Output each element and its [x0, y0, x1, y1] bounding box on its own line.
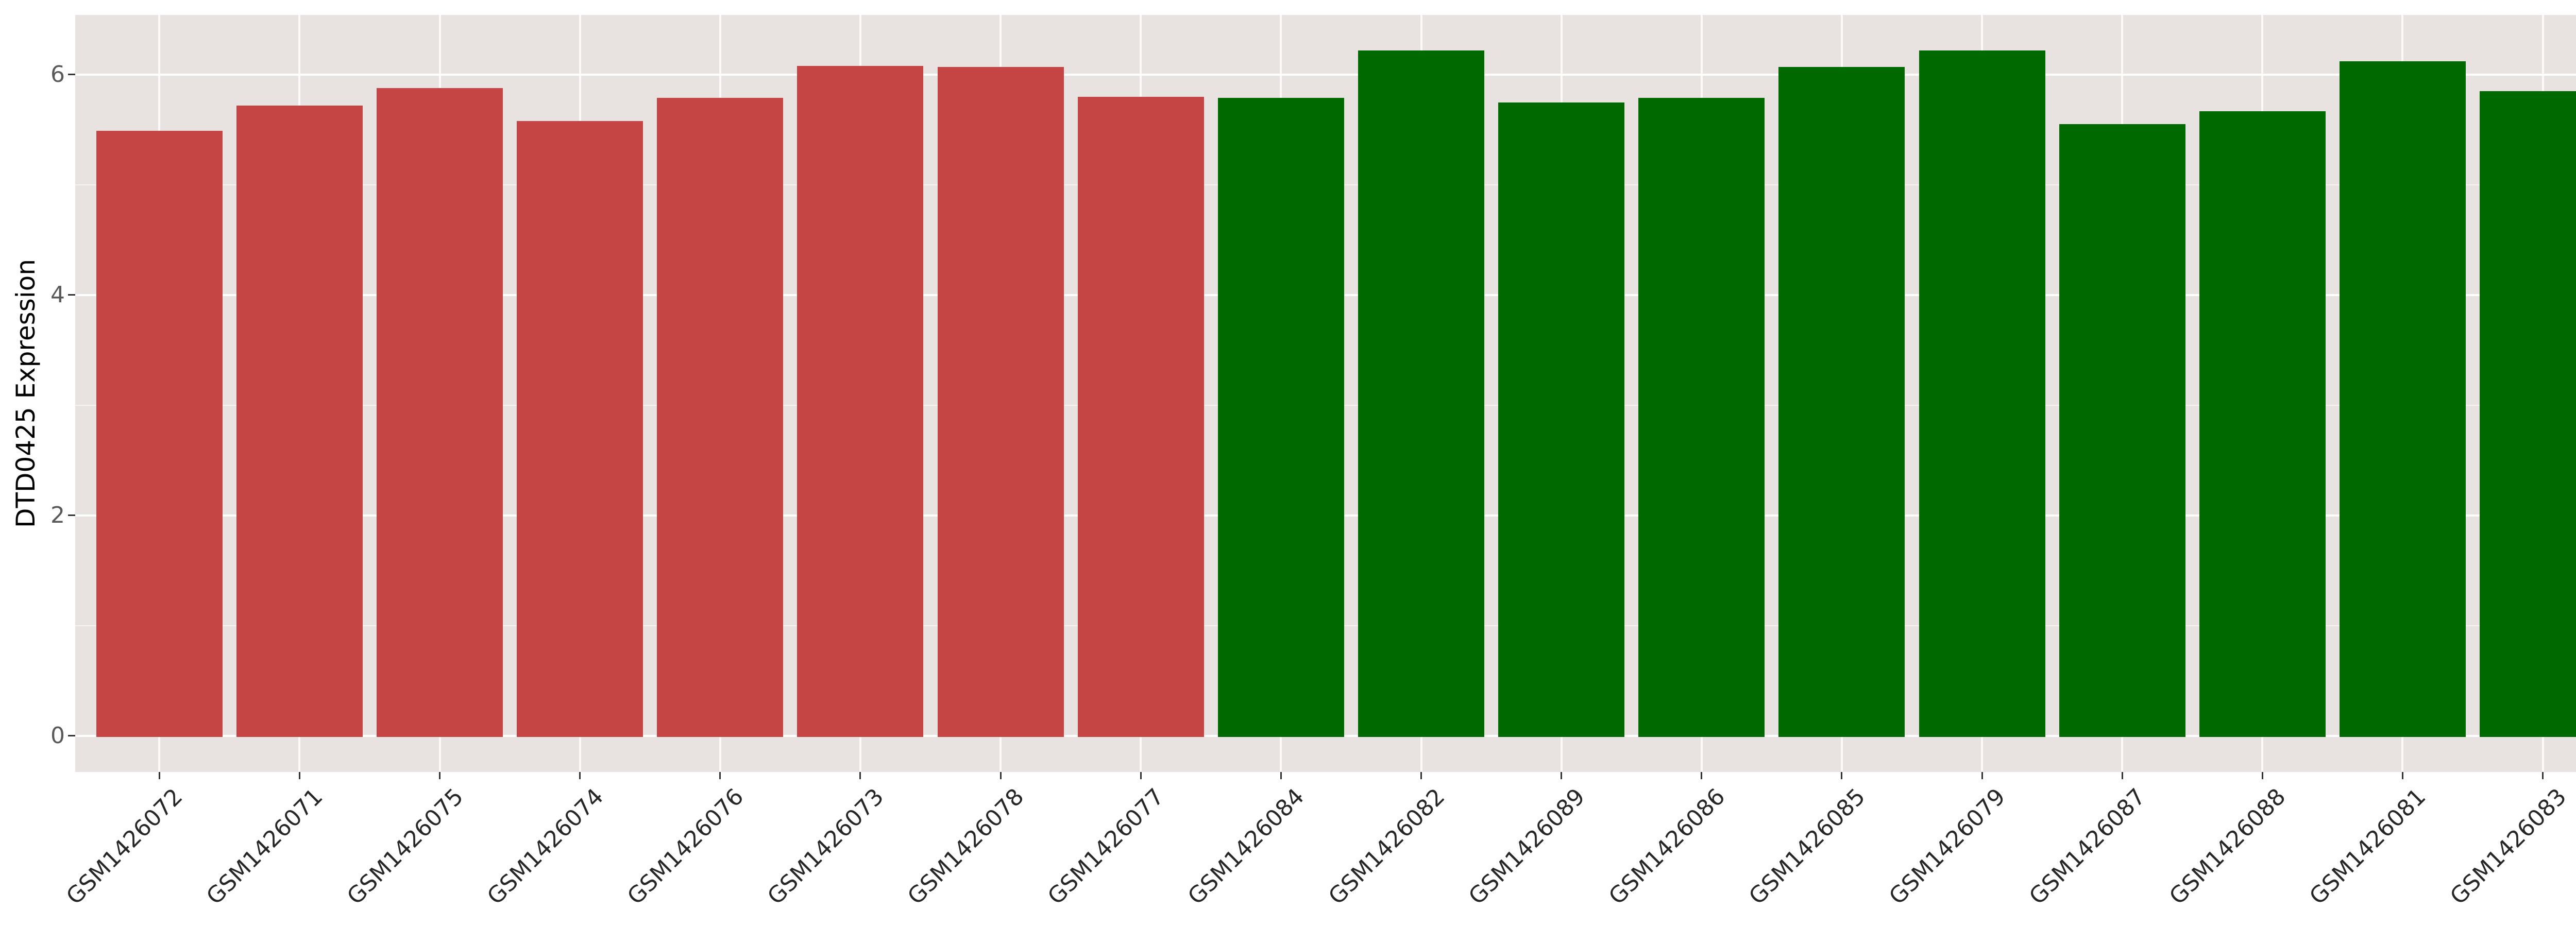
- y-tick-mark: [68, 74, 75, 75]
- x-tick-mark: [2122, 772, 2123, 779]
- x-tick-label-GSM1426087: GSM1426087: [2024, 783, 2151, 910]
- x-tick-label-GSM1426073: GSM1426073: [762, 783, 889, 910]
- bar-GSM1426072: [96, 131, 223, 737]
- x-tick-label-GSM1426075: GSM1426075: [342, 783, 469, 910]
- x-tick-mark: [1140, 772, 1142, 779]
- x-tick-label-GSM1426081: GSM1426081: [2304, 783, 2431, 910]
- bar-GSM1426081: [2340, 61, 2466, 737]
- x-tick-label-GSM1426072: GSM1426072: [61, 783, 188, 910]
- x-tick-mark: [2542, 772, 2544, 779]
- x-tick-mark: [1701, 772, 1702, 779]
- x-tick-mark: [1841, 772, 1842, 779]
- x-tick-mark: [719, 772, 721, 779]
- bar-GSM1426076: [657, 98, 783, 737]
- x-tick-label-GSM1426084: GSM1426084: [1183, 783, 1310, 910]
- bar-GSM1426082: [1358, 50, 1484, 737]
- x-tick-label-GSM1426085: GSM1426085: [1744, 783, 1871, 910]
- x-tick-mark: [1420, 772, 1422, 779]
- bar-GSM1426087: [2059, 124, 2185, 737]
- x-tick-mark: [579, 772, 581, 779]
- bar-GSM1426085: [1778, 67, 1905, 737]
- bar-GSM1426075: [377, 88, 503, 737]
- x-tick-label-GSM1426089: GSM1426089: [1464, 783, 1590, 910]
- x-tick-label-GSM1426076: GSM1426076: [622, 783, 749, 910]
- y-tick-mark: [68, 735, 75, 736]
- x-tick-label-GSM1426082: GSM1426082: [1324, 783, 1450, 910]
- y-tick-label: 4: [50, 282, 65, 308]
- x-tick-label-GSM1426074: GSM1426074: [482, 783, 609, 910]
- bar-GSM1426077: [1078, 97, 1204, 737]
- y-tick-label: 0: [50, 723, 65, 749]
- x-tick-mark: [159, 772, 160, 779]
- x-tick-mark: [439, 772, 440, 779]
- bar-GSM1426079: [1919, 50, 2045, 737]
- bar-GSM1426078: [938, 67, 1064, 737]
- x-tick-mark: [1561, 772, 1562, 779]
- x-tick-mark: [859, 772, 861, 779]
- x-tick-mark: [2402, 772, 2403, 779]
- bar-GSM1426073: [797, 66, 923, 737]
- bar-GSM1426089: [1498, 102, 1624, 737]
- x-tick-label-GSM1426078: GSM1426078: [903, 783, 1029, 910]
- x-tick-mark: [1000, 772, 1002, 779]
- bar-GSM1426083: [2480, 91, 2576, 737]
- bar-GSM1426074: [517, 121, 643, 737]
- bar-GSM1426086: [1638, 98, 1765, 737]
- y-tick-label: 2: [50, 502, 65, 528]
- x-tick-label-GSM1426079: GSM1426079: [1884, 783, 2011, 910]
- y-tick-mark: [68, 514, 75, 516]
- x-tick-label-GSM1426077: GSM1426077: [1043, 783, 1170, 910]
- x-tick-mark: [2262, 772, 2263, 779]
- bar-GSM1426071: [236, 106, 363, 737]
- x-tick-mark: [299, 772, 300, 779]
- x-tick-label-GSM1426071: GSM1426071: [201, 783, 328, 910]
- x-tick-label-GSM1426083: GSM1426083: [2445, 783, 2572, 910]
- y-tick-mark: [68, 294, 75, 296]
- x-tick-mark: [1981, 772, 1983, 779]
- major-gridline: [75, 74, 2576, 76]
- y-tick-label: 6: [50, 61, 65, 88]
- x-tick-mark: [1280, 772, 1282, 779]
- plot-panel: [75, 15, 2576, 772]
- x-tick-label-GSM1426086: GSM1426086: [1604, 783, 1731, 910]
- x-tick-label-GSM1426088: GSM1426088: [2164, 783, 2291, 910]
- bar-GSM1426084: [1218, 98, 1344, 737]
- bar-GSM1426088: [2199, 111, 2326, 737]
